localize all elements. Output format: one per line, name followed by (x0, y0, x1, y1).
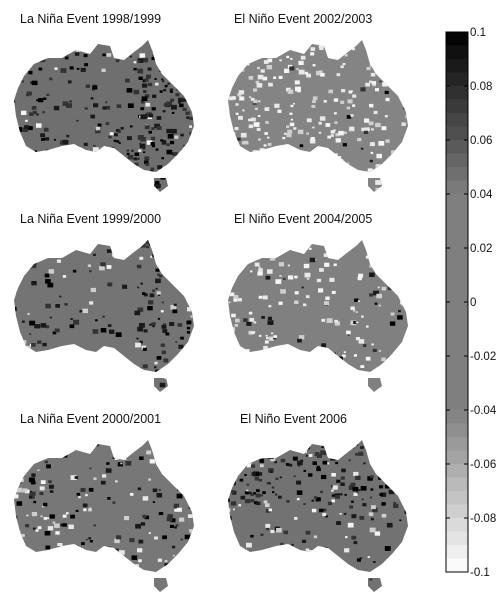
colorbar-segment (446, 356, 468, 370)
colorbar-segment (446, 518, 468, 532)
colorbar-segment (446, 410, 468, 424)
colorbar-tick-label: 0.06 (470, 135, 492, 147)
mainland (228, 40, 408, 172)
mainland (228, 440, 408, 572)
australia-map (228, 40, 408, 192)
colorbar-segment (446, 248, 468, 262)
colorbar-segment (446, 477, 468, 492)
colorbar-segment (446, 153, 468, 168)
colorbar-segment (446, 194, 468, 208)
colorbar-segment (446, 45, 468, 60)
colorbar-segment (446, 329, 468, 343)
colorbar-segment (446, 302, 468, 316)
australia-map (14, 440, 194, 592)
map-panel-4: El Niño Event 2004/2005 (220, 212, 435, 392)
map-panel-1: La Niña Event 1998/1999 (6, 12, 221, 192)
colorbar-segment (446, 450, 468, 465)
colorbar-segment (446, 86, 468, 100)
colorbar: 0.1 0.08 0.06 0.04 0.02 0 -0.02 -0.04 -0.06 -0.08… (445, 27, 497, 578)
colorbar-segment (446, 234, 468, 249)
colorbar-segment (446, 288, 468, 303)
colorbar-tick-label: -0.02 (470, 351, 496, 363)
colorbar-segment (446, 396, 468, 411)
colorbar-tick-label: -0.08 (470, 513, 496, 525)
panel-title: El Niño Event 2004/2005 (234, 212, 373, 226)
colorbar-tick-label: 0.1 (470, 27, 486, 39)
colorbar-segment (446, 464, 468, 478)
colorbar-segment (446, 558, 468, 573)
panel-title: La Niña Event 1998/1999 (20, 12, 162, 26)
colorbar-segment (446, 315, 468, 330)
colorbar-segment (446, 275, 468, 289)
colorbar-segment (446, 423, 468, 438)
colorbar-segment (446, 383, 468, 397)
colorbar-tick-label: 0.08 (470, 81, 492, 93)
tasmania (154, 578, 168, 592)
colorbar-segment (446, 504, 468, 519)
colorbar-tick-label: -0.06 (470, 459, 496, 471)
colorbar-segment (446, 342, 468, 357)
map-panel-5: La Niña Event 2000/2001 (6, 412, 221, 592)
tasmania (368, 378, 382, 392)
colorbar-segment (446, 491, 468, 505)
colorbar-tick-label: -0.04 (470, 405, 497, 417)
map-panel-3: La Niña Event 1999/2000 (6, 212, 221, 392)
colorbar-segment (446, 99, 468, 114)
colorbar-segment (446, 126, 468, 141)
colorbar-segment (446, 545, 468, 559)
map-panel-6: El Niño Event 2006 (220, 412, 435, 592)
colorbar-tick-label: 0 (470, 297, 476, 309)
australia-map (14, 40, 194, 192)
colorbar-segment (446, 140, 468, 154)
mainland (14, 40, 194, 172)
colorbar-tick-label: 0.04 (470, 189, 493, 201)
panel-title: La Niña Event 1999/2000 (20, 212, 162, 226)
panel-title: El Niño Event 2002/2003 (234, 12, 373, 26)
colorbar-segment (446, 261, 468, 276)
australia-map (228, 240, 408, 392)
colorbar-tick-label: 0.02 (470, 243, 492, 255)
colorbar-segment (446, 59, 468, 73)
colorbar-segment (446, 72, 468, 87)
map-panel-2: El Niño Event 2002/2003 (220, 12, 435, 192)
mainland (228, 240, 408, 372)
colorbar-segment (446, 437, 468, 451)
australia-map (14, 240, 194, 392)
panel-title: El Niño Event 2006 (240, 412, 348, 426)
colorbar-segment (446, 32, 468, 46)
colorbar-segment (446, 167, 468, 181)
panel-title: La Niña Event 2000/2001 (20, 412, 162, 426)
colorbar-segment (446, 369, 468, 384)
colorbar-segment (446, 180, 468, 195)
colorbar-segment (446, 113, 468, 127)
colorbar-segment (446, 221, 468, 235)
australia-map (228, 440, 408, 592)
colorbar-segment (446, 207, 468, 222)
mainland (14, 440, 194, 572)
colorbar-tick-label: -0.1 (470, 567, 490, 578)
colorbar-segment (446, 531, 468, 546)
mainland (14, 240, 194, 372)
